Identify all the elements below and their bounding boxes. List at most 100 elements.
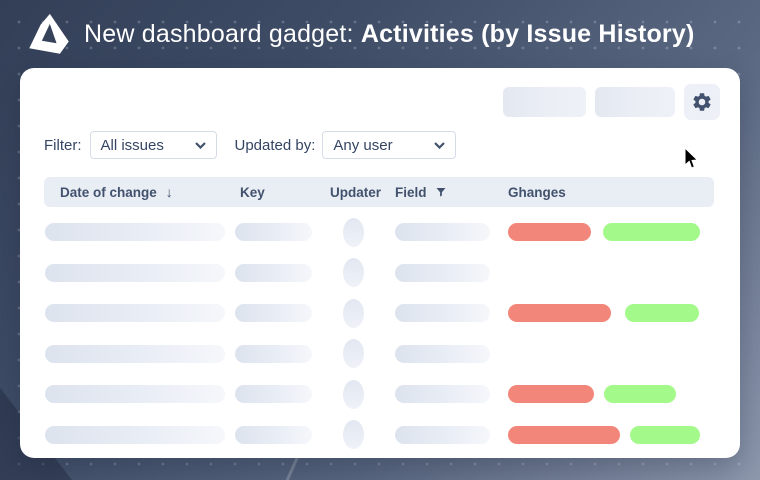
column-header-updater: Updater [326, 177, 382, 207]
cell-changes [494, 415, 714, 456]
filter-select-value: All issues [100, 136, 164, 154]
updater-avatar [342, 258, 364, 288]
removed-change-pill [508, 425, 620, 444]
cell-field [380, 334, 494, 375]
field-skeleton-bar [395, 304, 490, 323]
table-row [44, 293, 714, 334]
cell-key [232, 253, 326, 294]
table-row [44, 334, 714, 375]
cell-key [232, 212, 326, 253]
cell-field [380, 253, 494, 294]
cell-updater [326, 374, 380, 415]
cell-key [232, 334, 326, 375]
column-header-date-of-change[interactable]: Date of change ↓ [44, 177, 232, 207]
gear-icon [693, 93, 711, 111]
updater-avatar [342, 298, 364, 328]
removed-change-pill [508, 304, 611, 323]
cell-updater [326, 212, 380, 253]
column-header-changes: Ghanges [494, 177, 714, 207]
cell-updater [326, 293, 380, 334]
date-skeleton-bar [45, 425, 225, 444]
column-label: Updater [330, 184, 382, 200]
field-skeleton-bar [395, 385, 490, 404]
cell-updater [326, 334, 380, 375]
removed-change-pill [508, 385, 594, 404]
key-skeleton-bar [235, 344, 312, 363]
column-label: Field [395, 184, 427, 200]
cell-date-of-change [44, 415, 232, 456]
date-skeleton-bar [45, 385, 225, 404]
key-skeleton-bar [235, 425, 312, 444]
table-row [44, 415, 714, 456]
field-skeleton-bar [395, 223, 490, 242]
updater-avatar [342, 420, 364, 450]
app-logo-icon [29, 13, 69, 54]
date-skeleton-bar [45, 344, 225, 363]
key-skeleton-bar [235, 385, 312, 404]
column-label: Date of change [60, 184, 157, 200]
settings-button[interactable] [684, 84, 720, 120]
cell-changes [494, 374, 714, 415]
table-body [44, 212, 714, 455]
filter-select[interactable]: All issues [89, 131, 217, 159]
key-skeleton-bar [235, 223, 312, 242]
added-change-pill [604, 385, 676, 404]
date-skeleton-bar [45, 304, 225, 323]
table-row [44, 374, 714, 415]
cell-key [232, 374, 326, 415]
cell-date-of-change [44, 293, 232, 334]
field-skeleton-bar [395, 425, 490, 444]
table-row [44, 253, 714, 294]
cell-field [380, 374, 494, 415]
cell-updater [326, 253, 380, 294]
column-header-field[interactable]: Field [380, 177, 494, 207]
filter-bar: Filter: All issues Updated by: Any user [44, 131, 457, 159]
chevron-down-icon [434, 141, 446, 149]
updated-by-select[interactable]: Any user [322, 131, 457, 159]
added-change-pill [630, 425, 700, 444]
banner-title: New dashboard gadget: Activities (by Iss… [84, 20, 695, 49]
cell-changes [494, 293, 714, 334]
key-skeleton-bar [235, 304, 312, 323]
cell-date-of-change [44, 374, 232, 415]
column-header-key: Key [232, 177, 326, 207]
cell-changes [494, 253, 714, 294]
chevron-down-icon [194, 141, 206, 149]
banner-header: New dashboard gadget: Activities (by Iss… [0, 0, 760, 68]
cell-date-of-change [44, 334, 232, 375]
cell-key [232, 415, 326, 456]
cell-field [380, 212, 494, 253]
column-label: Ghanges [508, 184, 566, 200]
cell-date-of-change [44, 212, 232, 253]
updater-avatar [342, 217, 364, 247]
updater-avatar [342, 339, 364, 369]
added-change-pill [625, 304, 699, 323]
updated-by-select-value: Any user [333, 136, 393, 154]
cell-key [232, 293, 326, 334]
cell-updater [326, 415, 380, 456]
removed-change-pill [508, 223, 591, 242]
cell-date-of-change [44, 253, 232, 294]
toolbar-placeholder-button[interactable] [503, 87, 586, 117]
table-row [44, 212, 714, 253]
key-skeleton-bar [235, 263, 312, 282]
cell-field [380, 293, 494, 334]
filter-funnel-icon [435, 186, 447, 198]
filter-label: Filter: [44, 136, 82, 154]
date-skeleton-bar [45, 223, 225, 242]
card-toolbar [503, 84, 720, 120]
sort-descending-icon: ↓ [165, 184, 173, 200]
added-change-pill [603, 223, 700, 242]
date-skeleton-bar [45, 263, 225, 282]
table-header: Date of change ↓ Key Updater Field Ghang… [44, 177, 714, 207]
cell-changes [494, 334, 714, 375]
banner-title-emphasis: Activities (by Issue History) [360, 19, 695, 48]
cell-changes [494, 212, 714, 253]
field-skeleton-bar [395, 344, 490, 363]
cell-field [380, 415, 494, 456]
banner-title-prefix: New dashboard gadget: [84, 19, 361, 48]
toolbar-placeholder-button[interactable] [595, 87, 675, 117]
field-skeleton-bar [395, 263, 490, 282]
updated-by-label: Updated by: [234, 136, 316, 154]
